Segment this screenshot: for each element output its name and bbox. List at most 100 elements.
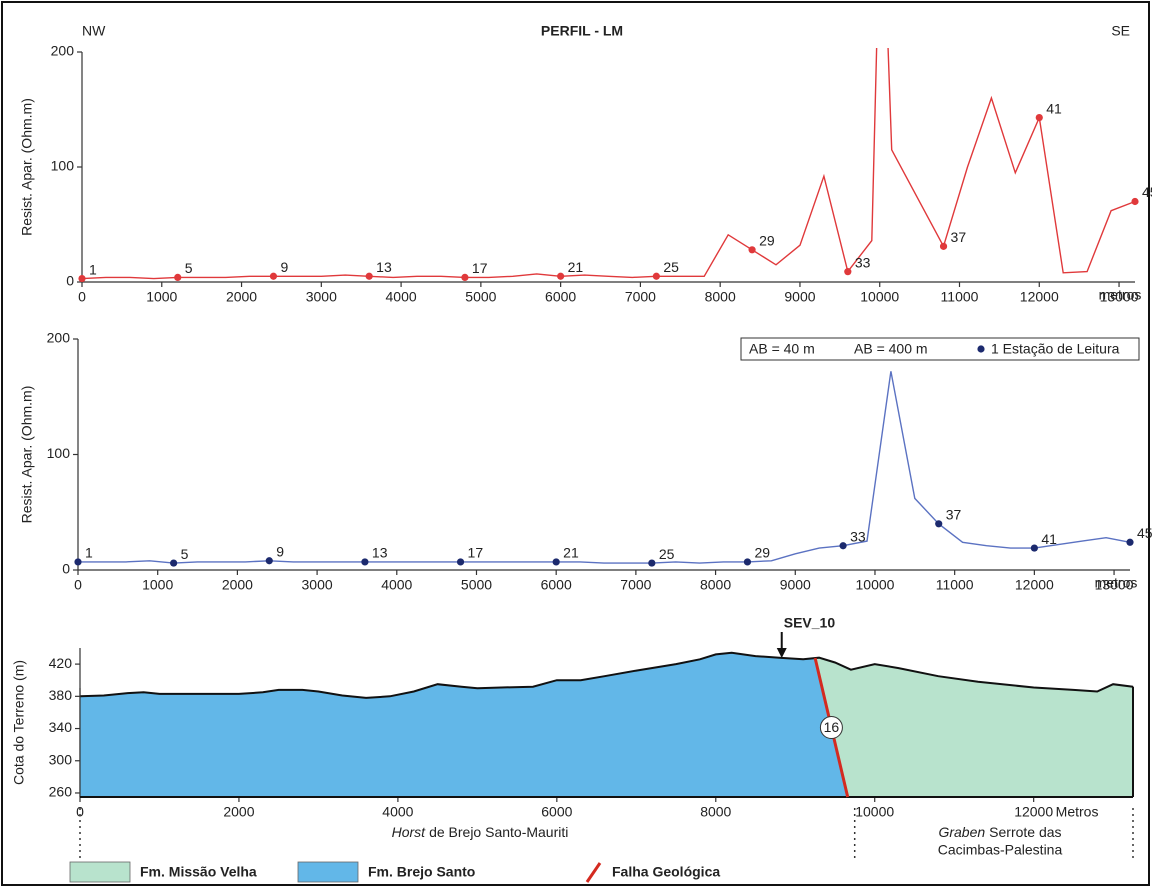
station-dot [939,242,948,250]
station-label: 17 [468,545,484,561]
x-tick-label: 2000 [223,804,254,820]
station-dot [648,559,656,567]
x-tick-label: 7000 [620,577,651,593]
region-caption: Graben Serrote das [938,824,1061,840]
y-tick-label: 0 [62,561,70,577]
station-dot [557,272,565,280]
station-dot [74,558,82,566]
station-label: 41 [1046,100,1062,116]
x-tick-label: 6000 [541,577,572,593]
station-label: 29 [759,233,775,249]
sev-label: SEV_10 [784,615,836,631]
caption-italic: Graben [938,824,985,840]
legend-swatch [297,861,359,883]
station-dot [265,557,273,565]
station-dot [839,542,847,550]
station-dot [844,268,852,276]
terrain-line [79,651,1134,699]
station-dot [1035,113,1043,122]
station-dot [269,272,278,280]
x-tick-label: 10000 [860,289,899,305]
x-tick-label: 11000 [936,577,974,593]
y-tick-label: 380 [49,687,73,703]
y-tick-label: 420 [49,655,73,671]
station-dot [1126,538,1134,546]
x-tick-label: 3000 [302,577,333,593]
legend-entry: Falha Geológica [612,864,720,880]
station-label: 37 [946,507,962,523]
station-label: 21 [563,545,579,561]
left-label: NW [82,23,106,39]
station-dot [652,272,660,280]
station-label: 13 [372,545,388,561]
region-caption: Horst de Brejo Santo-Mauriti [392,824,569,840]
caption-italic: Horst [392,824,427,840]
x-tick-label: 5000 [465,289,496,305]
unit-area [80,652,849,797]
station-dot [361,558,369,566]
station-label: 13 [376,259,392,275]
x-tick-label: 4000 [382,804,413,820]
legend-box [740,337,1140,361]
station-dot [365,272,373,280]
legend-entry: Fm. Brejo Santo [368,864,475,880]
caption-text: de Brejo Santo-Mauriti [429,824,568,840]
y-tick-label: 260 [49,784,73,800]
station-label: 37 [951,229,967,245]
station-dot [456,558,465,566]
station-dot [748,246,756,254]
x-tick-label: 6000 [541,804,572,820]
legend-entry: Fm. Missão Velha [140,864,257,880]
sev-arrow-head [776,648,787,658]
fault-badge-label: 16 [824,719,840,735]
x-tick-label: 9000 [784,289,815,305]
y-axis-label: Resist. Apar. (Ohm.m) [19,98,35,236]
x-tick-label: 12000 [1015,577,1054,593]
station-label: 9 [280,259,288,275]
x-tick-label: 13000 [1100,289,1139,305]
legend-dot [977,345,985,353]
legend-swatch [69,861,131,883]
x-tick-label: 0 [76,804,84,820]
region-caption: Cacimbas-Palestina [938,842,1063,858]
x-tick-label: 8000 [700,804,731,820]
station-label: 33 [855,254,871,270]
x-tick-label: 3000 [306,289,337,305]
station-label: 29 [754,545,770,561]
x-tick-label: 10000 [856,577,895,593]
station-dot [1030,544,1038,552]
station-label: 33 [850,528,866,544]
station-dot [743,558,752,566]
station-dot [935,520,943,528]
y-tick-label: 200 [47,330,71,346]
legend-entry: AB = 400 m [854,341,928,357]
station-label: 5 [185,260,193,276]
y-tick-label: 100 [51,158,75,174]
station-label: 17 [472,260,488,276]
x-tick-label: 13000 [1095,577,1134,593]
station-label: 1 [89,261,97,277]
station-label: 41 [1041,531,1057,547]
x-tick-label: 4000 [386,289,417,305]
x-tick-label: 2000 [222,577,253,593]
station-label: 45 [1142,184,1152,200]
x-unit: metros [1095,575,1138,591]
y-tick-label: 340 [49,719,73,735]
y-axis-label: Cota do Terreno (m) [11,660,27,785]
y-tick-label: 100 [47,445,71,461]
x-tick-label: 5000 [461,577,492,593]
station-dot [78,274,86,283]
station-label: 45 [1137,525,1152,541]
x-tick-label: 1000 [146,289,177,305]
legend-note: 1 Estação de Leitura [991,341,1120,357]
x-tick-label: 8000 [700,577,731,593]
legend-fault [585,862,602,883]
chart-title: PERFIL - LM [541,23,623,39]
x-tick-label: 6000 [545,289,576,305]
x-unit: metros [1099,287,1142,303]
y-tick-label: 0 [66,273,74,289]
station-dot [174,273,182,281]
x-tick-label: 1000 [142,577,173,593]
x-tick-label: 11000 [941,289,979,305]
x-tick-label: 12000 [1020,289,1059,305]
